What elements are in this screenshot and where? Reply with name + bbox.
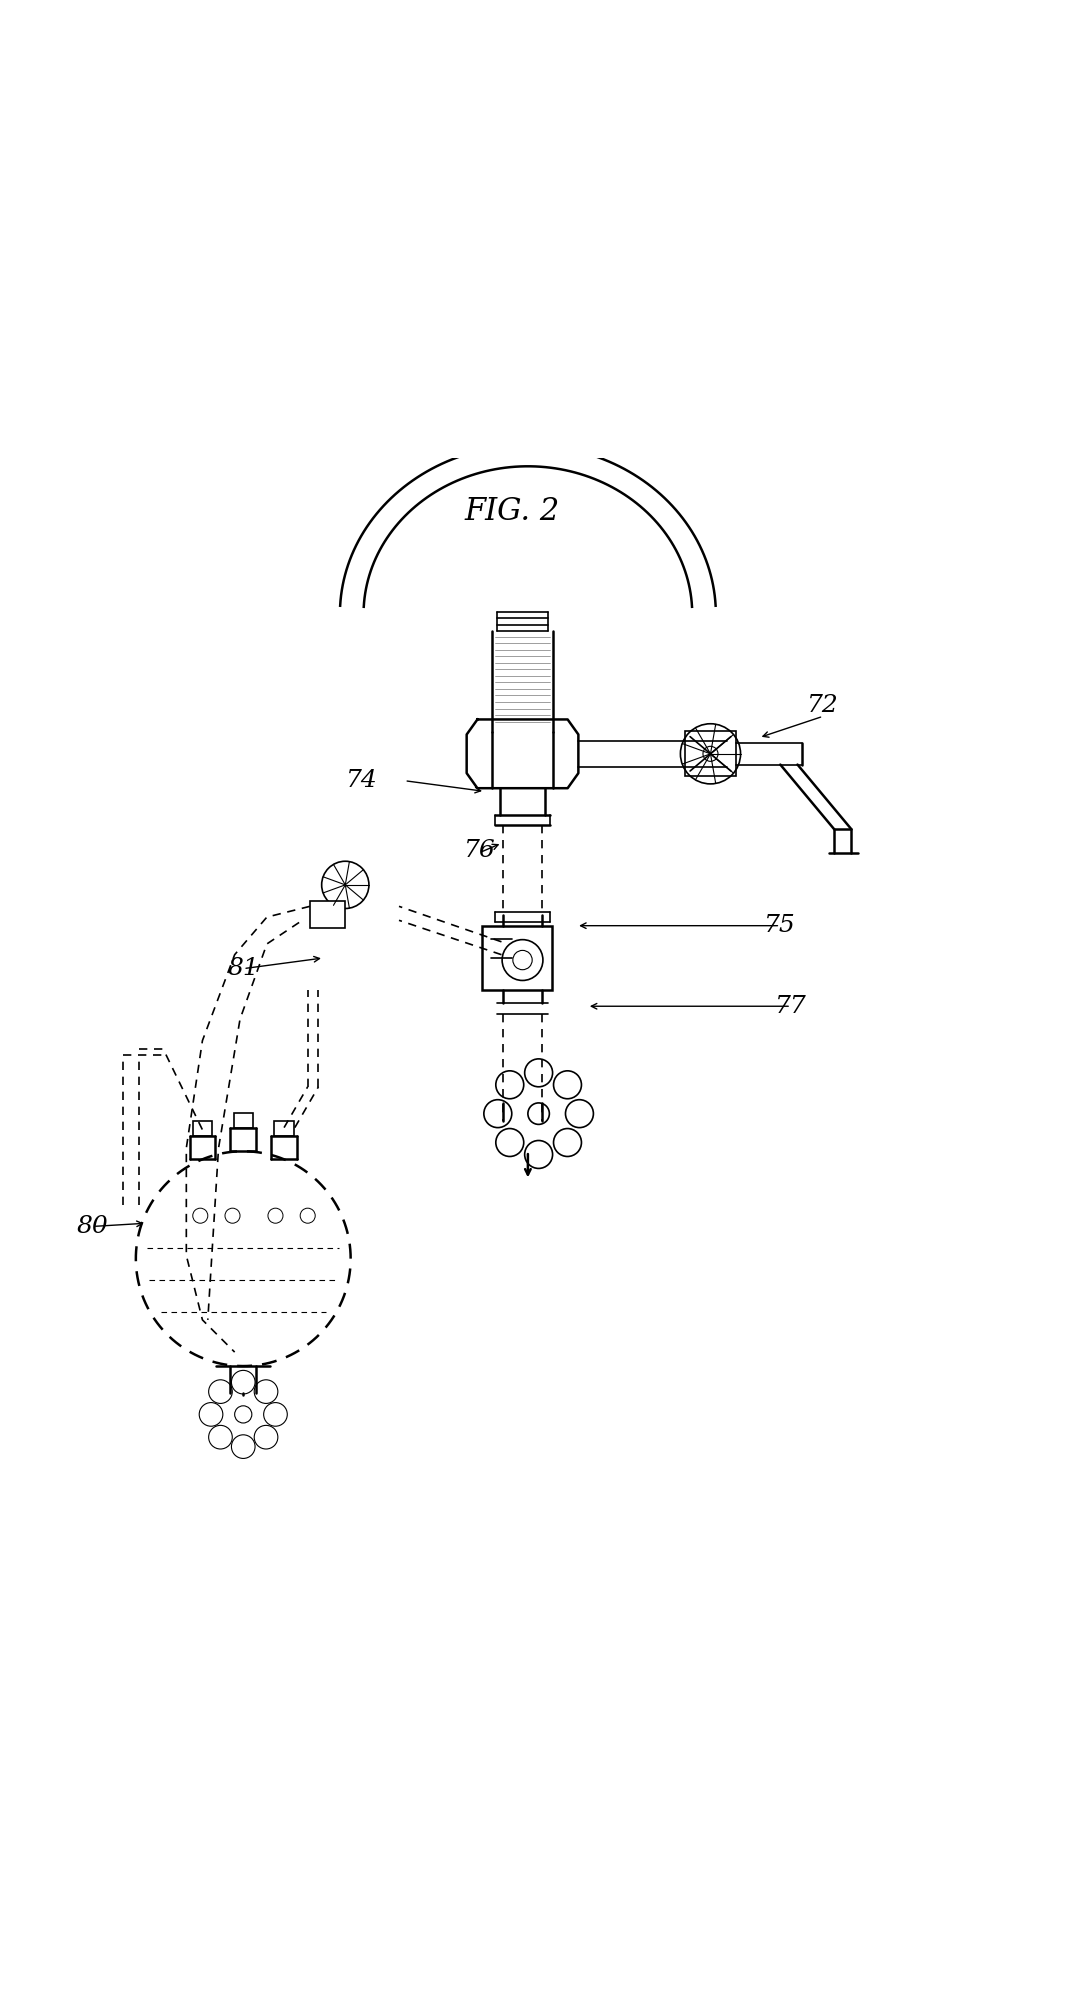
Bar [274, 1121, 294, 1135]
Text: 76: 76 [463, 838, 495, 862]
Bar [234, 1113, 252, 1127]
Text: 72: 72 [807, 695, 839, 717]
Bar [310, 902, 345, 928]
Text: 77: 77 [775, 996, 807, 1017]
Bar [482, 926, 552, 990]
Circle shape [528, 1103, 549, 1125]
Bar [684, 731, 737, 776]
Bar [193, 1121, 212, 1135]
Circle shape [703, 747, 718, 761]
Text: 74: 74 [346, 769, 378, 792]
Text: FIG. 2: FIG. 2 [465, 496, 559, 528]
Text: 75: 75 [765, 914, 796, 938]
Circle shape [235, 1406, 251, 1424]
Text: 80: 80 [77, 1215, 109, 1238]
Text: 81: 81 [227, 958, 259, 980]
